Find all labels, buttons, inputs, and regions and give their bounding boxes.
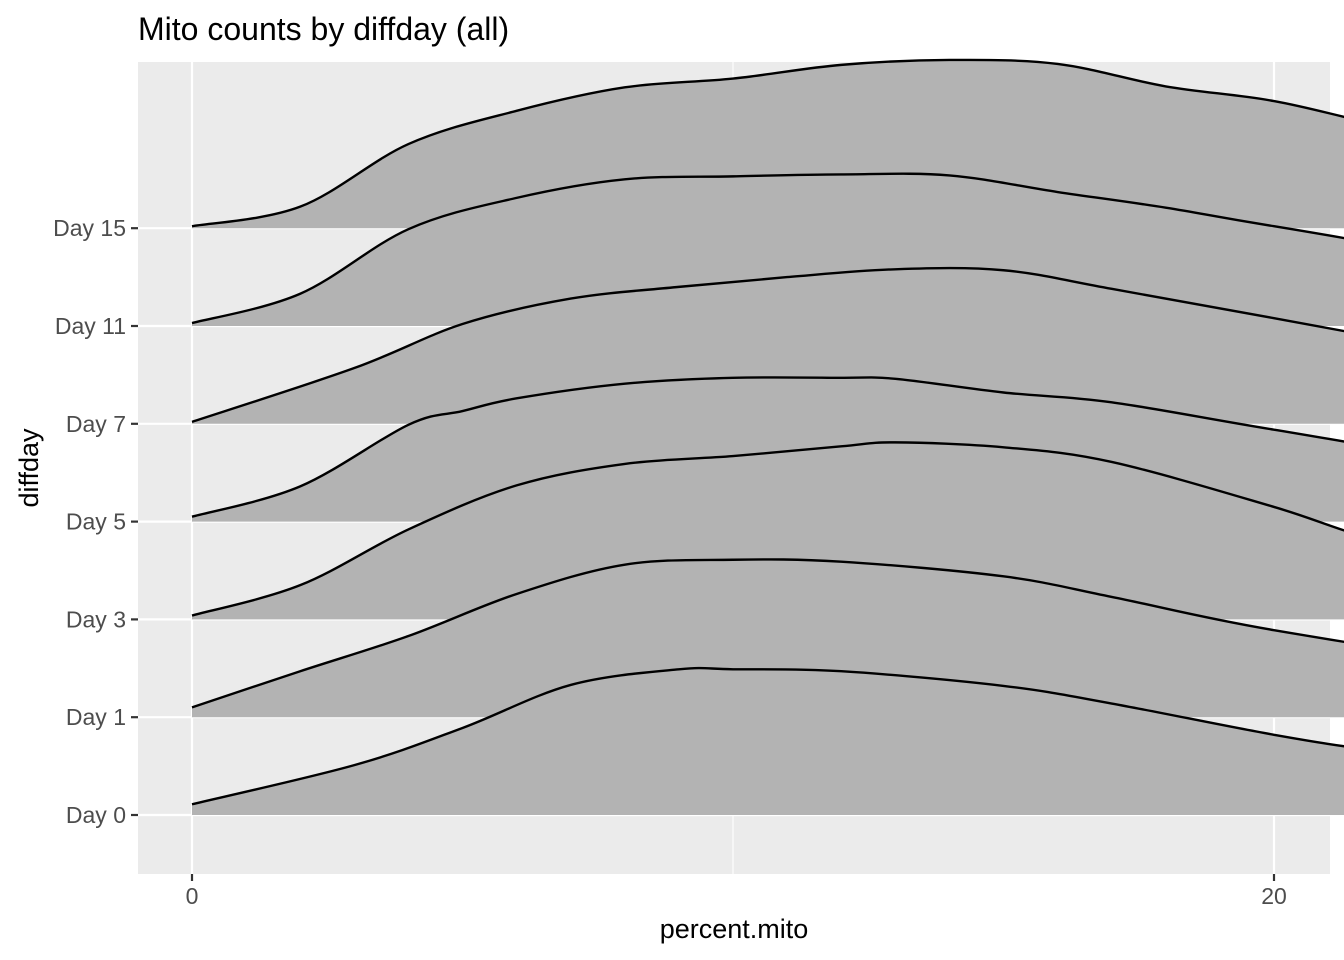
chart-title: Mito counts by diffday (all) <box>138 11 509 47</box>
x-tick-label: 0 <box>186 883 199 909</box>
y-tick-label: Day 7 <box>66 411 126 437</box>
y-tick-label: Day 3 <box>66 606 126 632</box>
y-tick-label: Day 1 <box>66 704 126 730</box>
y-axis-title: diffday <box>14 428 44 508</box>
y-tick-label: Day 11 <box>55 313 126 339</box>
y-axis: Day 0 Day 1 Day 3 Day 5 Day 7 Day 11 Day 15 <box>53 215 138 828</box>
x-tick-label: 20 <box>1261 883 1287 909</box>
y-tick-label: Day 5 <box>66 509 126 535</box>
x-axis-title: percent.mito <box>660 914 809 944</box>
y-tick-label: Day 15 <box>53 215 126 241</box>
y-tick-label: Day 0 <box>66 802 126 828</box>
x-axis: 020406080100 <box>186 874 1344 909</box>
